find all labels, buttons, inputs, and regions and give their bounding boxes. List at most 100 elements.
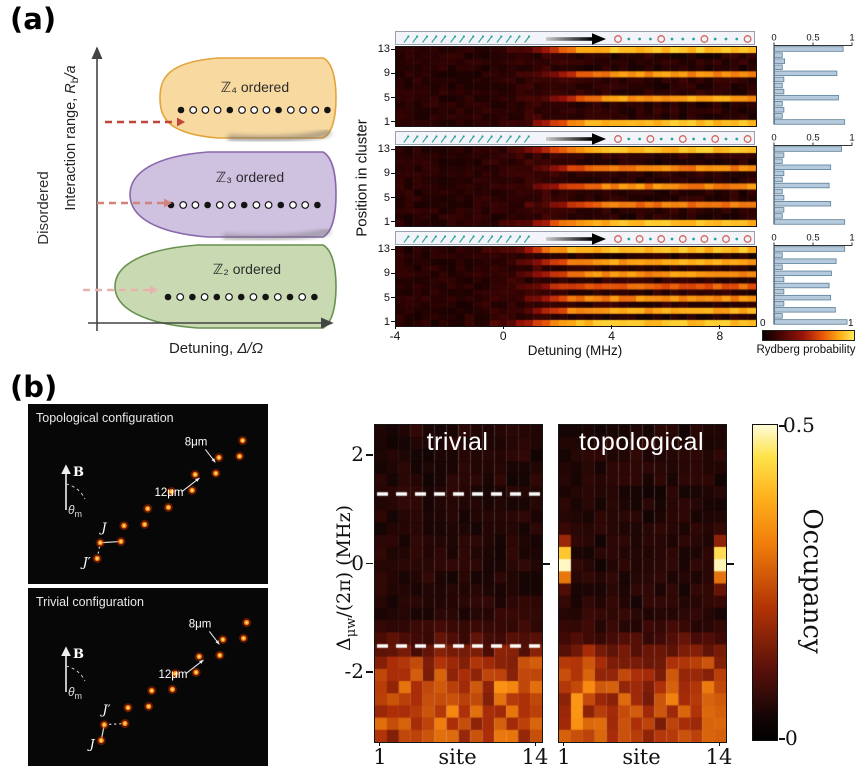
hist-bar [774, 82, 783, 89]
theta-label: θm [68, 685, 82, 701]
theta-arc [65, 483, 86, 500]
hist-bar [774, 282, 830, 289]
zero-tick [727, 562, 734, 565]
atom-array: J′ J 8μm 12μm [80, 435, 248, 571]
ground-atom-dot [649, 237, 652, 241]
theta-label: θm [68, 503, 82, 519]
rydberg-circle [614, 235, 622, 243]
position-tick-label: 9 [383, 67, 390, 80]
detuning-tick [719, 325, 721, 329]
hist-bar [774, 301, 785, 307]
position-tick-label: 5 [383, 291, 390, 304]
zero-tick [543, 562, 550, 565]
topological-configuration-image: Topological configuration B θm J′ J 8μm 12μ… [28, 404, 268, 584]
position-tick [391, 197, 395, 199]
ground-atom-dot [713, 37, 717, 41]
spin-glyph [478, 36, 484, 43]
ground-atom-dot [735, 37, 739, 41]
disordered-label: Disordered [35, 171, 52, 244]
hist-bar [774, 107, 785, 113]
hist-bar [774, 64, 783, 70]
spin-glyph [431, 136, 437, 143]
spin-glyph [440, 36, 446, 43]
hist-axis-tick-label: 1 [849, 233, 854, 244]
occupancy-heatmap-topological [558, 424, 727, 743]
sweep-arrow [546, 37, 592, 41]
rydberg-circle [700, 35, 709, 43]
rydberg-circle [743, 235, 752, 243]
site-tick-label: 14 [521, 745, 549, 768]
colorbar-b-min: 0 [785, 726, 798, 750]
position-tick [391, 121, 395, 123]
ground-atom-dot [638, 137, 641, 141]
spin-glyph [459, 36, 465, 43]
spin-glyph [515, 236, 521, 243]
spin-glyph [487, 236, 493, 243]
ground-atom-dot [649, 37, 652, 41]
hist-axis-tick-label: 1 [849, 33, 854, 44]
hist-axis-tick-label: 0.5 [806, 233, 819, 244]
config-annotation: 8μm [185, 436, 208, 448]
ground-atom-dot [724, 37, 728, 41]
sweep-arrow [546, 237, 592, 241]
rydberg-histogram-z4: 0 0.5 1 [771, 33, 855, 125]
spin-glyph [450, 136, 456, 143]
colorbar-a-max: 1 [848, 318, 854, 329]
ccd-background [28, 588, 268, 766]
ground-atom-dot [670, 137, 674, 141]
position-tick-label: 13 [377, 143, 390, 156]
rydberg-histogram-z3: 0 0.5 1 [771, 133, 855, 225]
lobe-z4-shading [227, 128, 332, 143]
colorbar-a-label: Rydberg probability [756, 344, 856, 356]
mw-detuning-tick-label: -2 [344, 659, 364, 684]
hist-bar [774, 146, 842, 152]
site-axis-label: site [438, 745, 477, 768]
spin-glyph [514, 36, 520, 43]
spin-glyph [431, 36, 437, 43]
hist-bar [774, 164, 832, 170]
phase-y-axis-label: Interaction range, Rb/a [63, 65, 81, 210]
b-field-label: B [73, 465, 84, 480]
position-tick-label: 13 [377, 243, 390, 256]
ground-atom-dot [627, 237, 631, 241]
panel-a-label: (a) [10, 2, 57, 36]
hist-bar [774, 158, 783, 164]
spin-glyph [450, 36, 456, 43]
spin-glyph [403, 236, 409, 243]
ground-atom-dot [724, 137, 728, 141]
lobe-z3 [129, 151, 337, 238]
phase-x-axis-label: Detuning, Δ/Ω [169, 340, 263, 357]
hist-bar [774, 88, 785, 95]
position-tick-label: 1 [383, 315, 390, 328]
spin-glyph [403, 136, 409, 143]
ground-atom-dot [627, 137, 631, 141]
config-annotation: J′ [80, 556, 91, 571]
heatmap-title-trivial: trivial [426, 428, 489, 456]
lobe-z3-shading [222, 228, 331, 242]
config-annotation: 12μm [159, 669, 188, 681]
spin-glyph [458, 136, 465, 143]
spin-glyph [468, 236, 475, 243]
config-annotation: J [87, 738, 96, 753]
pulse-sequence-strip-z4 [395, 31, 755, 45]
spin-glyph [422, 36, 428, 43]
rydberg-histogram-z2: 0 0.5 1 [771, 233, 855, 325]
lobe-z2-label: ℤ₂ ordered [213, 261, 281, 277]
rydberg-circle [700, 235, 709, 243]
spin-glyph [505, 236, 511, 243]
spin-glyph [477, 136, 483, 143]
position-tick [391, 272, 395, 274]
position-tick-label: 5 [383, 91, 390, 104]
spin-glyph [496, 136, 502, 143]
spin-glyph [505, 136, 512, 143]
position-axis-label: Position in cluster [353, 119, 371, 237]
z3-atom-chain [167, 201, 321, 209]
spin-glyph [486, 36, 493, 43]
ground-atom-dot [692, 237, 695, 241]
config-annotation: 12μm [155, 487, 184, 499]
config-title: Topological configuration [36, 411, 174, 425]
site-tick [718, 742, 720, 746]
position-tick [391, 48, 395, 50]
position-tick [391, 321, 395, 323]
rydberg-circle [635, 235, 644, 243]
